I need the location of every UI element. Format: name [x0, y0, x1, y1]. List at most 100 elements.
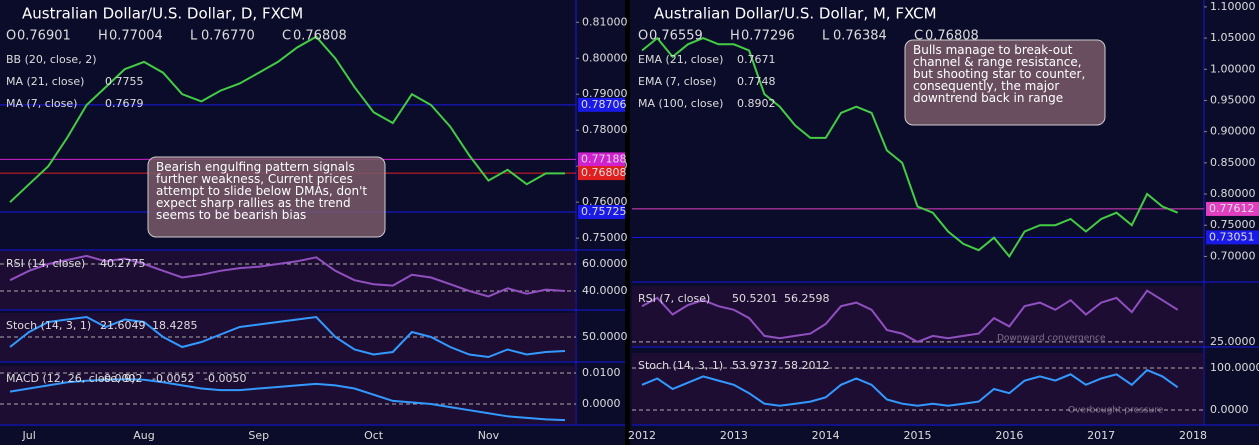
indicator-bg — [632, 286, 1204, 346]
indicator-readout: 21.6049 — [100, 319, 146, 332]
ohlc-key: O — [6, 29, 16, 44]
ohlc-key: O — [638, 29, 648, 44]
series-line — [641, 368, 1179, 407]
x-tick-label: 2013 — [720, 429, 748, 442]
price-label: 0.75725 — [581, 205, 627, 218]
y-tick-label: 40.0000 — [582, 284, 628, 297]
price-label: 0.76808 — [581, 166, 627, 179]
series-line — [9, 35, 565, 203]
y-tick-label: 0.75000 — [582, 231, 628, 244]
overlay-name: EMA (21, close) — [638, 53, 723, 66]
ohlc-value: 0.76808 — [293, 29, 347, 44]
overlay-value: 0.7679 — [105, 97, 144, 110]
price-label: 0.77188 — [581, 152, 627, 165]
y-tick-label: 25.0000 — [1210, 335, 1256, 348]
series-line — [641, 36, 1179, 259]
price-label-box — [578, 152, 625, 167]
x-tick-label: 2014 — [812, 429, 840, 442]
price-label: 0.73051 — [1209, 230, 1255, 243]
y-tick-label: 0.78000 — [582, 123, 628, 136]
x-tick-label: Oct — [364, 429, 384, 442]
indicator-bg — [0, 366, 576, 424]
y-tick-label: 1.00000 — [1210, 62, 1256, 75]
ohlc-value: 0.76770 — [201, 29, 255, 44]
annotation: Bulls manage to break-out channel & rang… — [913, 44, 1086, 105]
x-tick-label: 2016 — [995, 429, 1023, 442]
ohlc-key: L — [190, 29, 198, 44]
ohlc-key: C — [914, 29, 923, 44]
y-tick-label: 60.0000 — [582, 257, 628, 270]
series-line — [641, 289, 1179, 344]
ohlc-value: 0.76384 — [833, 29, 887, 44]
indicator-readout: -0.0052 — [152, 372, 194, 385]
indicator-name: Stoch (14, 3, 1) — [638, 359, 723, 372]
series-line — [9, 254, 566, 298]
y-tick-label: 100.0000 — [1210, 361, 1259, 374]
ohlc-value: 0.77004 — [109, 29, 163, 44]
ohlc-key: H — [98, 29, 108, 44]
indicator-readout: 40.2775 — [100, 257, 146, 270]
overlay-name: EMA (7, close) — [638, 75, 716, 88]
ohlc-key: L — [822, 29, 830, 44]
overlay-name: MA (7, close) — [6, 97, 77, 110]
x-tick-label: 2015 — [904, 429, 932, 442]
x-tick-label: Nov — [478, 429, 500, 442]
series-line — [9, 378, 566, 422]
y-tick-label: 0.81000 — [582, 15, 628, 28]
ohlc-value: 0.76901 — [17, 29, 71, 44]
x-tick-label: Aug — [133, 429, 154, 442]
chart-title: Australian Dollar/U.S. Dollar, D, FXCM — [22, 5, 303, 23]
overlay-value: 0.8902 — [737, 97, 776, 110]
ohlc-key: C — [282, 29, 291, 44]
indicator-readout: 58.2012 — [784, 359, 830, 372]
price-label-box — [578, 205, 625, 220]
price-label: 0.77612 — [1209, 202, 1255, 215]
y-tick-label: 0.0000 — [582, 397, 621, 410]
indicator-bg — [0, 251, 576, 309]
x-tick-label: 2017 — [1087, 429, 1115, 442]
y-tick-label: 0.0100 — [582, 366, 621, 379]
y-tick-label: 0.79000 — [582, 87, 628, 100]
y-tick-label: 50.0000 — [582, 330, 628, 343]
y-tick-label: 0.0000 — [1210, 403, 1249, 416]
y-tick-label: 0.75000 — [1210, 218, 1256, 231]
indicator-readout: 56.2598 — [784, 292, 830, 305]
y-tick-label: 0.95000 — [1210, 93, 1256, 106]
indicator-readout: 53.9737 — [732, 359, 778, 372]
y-tick-label: 0.80000 — [582, 51, 628, 64]
overlay-name: MA (21, close) — [6, 75, 84, 88]
price-label-box — [1206, 201, 1259, 216]
x-tick-label: 2018 — [1179, 429, 1207, 442]
annotation: Bearish engulfing pattern signals furthe… — [156, 161, 368, 222]
price-label-box — [578, 166, 625, 181]
overlay-value: 0.7671 — [737, 53, 776, 66]
y-tick-label: 0.85000 — [1210, 156, 1256, 169]
annotation-box — [904, 39, 1106, 126]
price-label: 0.78706 — [581, 98, 627, 111]
y-tick-label: 0.90000 — [1210, 125, 1256, 138]
indicator-name: RSI (14, close) — [6, 257, 85, 270]
indicator-name: MACD (12, 26, close, 9) — [6, 372, 135, 385]
x-tick-label: Sep — [248, 429, 269, 442]
y-tick-label: 0.76000 — [582, 195, 628, 208]
indicator-readout: 50.5201 — [732, 292, 778, 305]
y-tick-label: 0.70000 — [1210, 249, 1256, 262]
indicator-readout: -0.0050 — [204, 372, 246, 385]
overlay-name: MA (100, close) — [638, 97, 723, 110]
ohlc-value: 0.77296 — [741, 29, 795, 44]
series-line — [9, 315, 566, 359]
annotation-holder: Bulls manage to break-out channel & rang… — [913, 44, 1086, 105]
indicator-name: RSI (7, close) — [638, 292, 710, 305]
chart-title: Australian Dollar/U.S. Dollar, M, FXCM — [654, 5, 937, 23]
indicator-name: Stoch (14, 3, 1) — [6, 319, 91, 332]
overlay-value: 0.7748 — [737, 75, 776, 88]
y-tick-label: 0.80000 — [1210, 187, 1256, 200]
overlay-name: BB (20, close, 2) — [6, 53, 97, 66]
indicator-readout: 18.4285 — [152, 319, 198, 332]
ohlc-key: H — [730, 29, 740, 44]
x-tick-label: 2012 — [628, 429, 656, 442]
y-tick-label: 1.05000 — [1210, 31, 1256, 44]
indicator-bg — [632, 353, 1204, 424]
price-label-box — [578, 97, 625, 112]
